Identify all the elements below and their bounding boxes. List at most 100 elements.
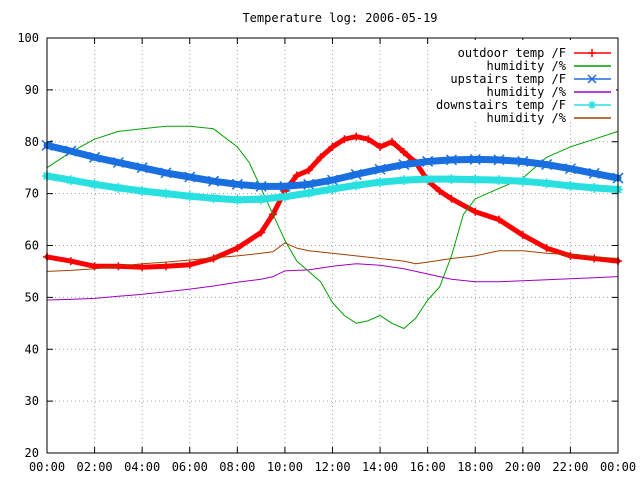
series-point xyxy=(279,180,291,192)
series-point xyxy=(184,171,196,183)
series-point xyxy=(328,142,337,151)
series-point xyxy=(588,49,596,57)
series-point xyxy=(89,151,101,163)
marker-stroke xyxy=(90,180,99,189)
marker-stroke xyxy=(328,184,337,193)
y-tick-label: 90 xyxy=(25,83,39,97)
series-point xyxy=(231,178,243,190)
series-point xyxy=(185,260,194,269)
series-point xyxy=(470,174,481,185)
series-point xyxy=(113,182,124,193)
x-tick-label: 02:00 xyxy=(77,460,113,474)
marker-stroke xyxy=(398,159,410,171)
y-tick-label: 70 xyxy=(25,187,39,201)
series-point xyxy=(352,132,361,141)
series-point xyxy=(257,228,266,237)
legend-label: outdoor temp /F xyxy=(458,46,566,60)
legend-label: upstairs temp /F xyxy=(450,72,566,86)
marker-stroke xyxy=(233,195,242,204)
x-tick-label: 20:00 xyxy=(505,460,541,474)
legend-label: humidity /% xyxy=(487,111,567,125)
marker-stroke xyxy=(66,176,75,185)
series-line xyxy=(46,242,619,272)
marker-stroke xyxy=(279,180,291,192)
series-point xyxy=(364,135,373,144)
series-point xyxy=(138,263,147,272)
marker-stroke xyxy=(209,194,218,203)
marker-stroke xyxy=(136,162,148,174)
series-point xyxy=(565,180,576,191)
x-tick-label: 04:00 xyxy=(124,460,160,474)
series-point xyxy=(517,176,528,187)
marker-stroke xyxy=(469,153,481,165)
marker-stroke xyxy=(350,168,362,180)
legend: outdoor temp /F humidity /% upstairs temp … xyxy=(435,40,616,125)
series-point xyxy=(493,154,505,166)
series-point xyxy=(327,183,338,194)
marker-stroke xyxy=(161,189,170,198)
series-point xyxy=(326,174,339,186)
marker-stroke xyxy=(304,189,313,198)
series-point xyxy=(112,156,124,169)
series-point xyxy=(66,257,75,266)
marker-stroke xyxy=(564,163,576,175)
marker-stroke xyxy=(112,156,124,169)
series-point xyxy=(136,162,148,174)
y-tick-label: 30 xyxy=(25,394,39,408)
marker-stroke xyxy=(376,178,385,187)
series-point xyxy=(65,145,77,157)
series-point xyxy=(422,155,434,167)
series-line xyxy=(46,125,619,329)
series-point xyxy=(541,178,552,189)
marker-stroke xyxy=(231,178,243,190)
y-tick-label: 20 xyxy=(25,446,39,460)
series-point xyxy=(350,168,362,180)
marker-stroke xyxy=(590,183,599,192)
x-tick-label: 12:00 xyxy=(314,460,350,474)
marker-stroke xyxy=(588,167,600,179)
series-point xyxy=(374,163,386,175)
series-point xyxy=(161,262,170,271)
series-point xyxy=(398,175,409,186)
chart-title: Temperature log: 2006-05-19 xyxy=(242,11,437,25)
series-point xyxy=(446,174,457,185)
series-point xyxy=(495,215,504,224)
series-3 xyxy=(41,139,624,192)
series-point xyxy=(316,153,325,162)
series-point xyxy=(340,135,349,144)
marker-stroke xyxy=(493,154,505,166)
marker-stroke xyxy=(471,175,480,184)
marker-stroke xyxy=(423,175,432,184)
axis-ticks: 20 30 40 50 60 70 80 90 100 00:00 02:00 04:00 06:00 0… xyxy=(17,31,636,474)
marker-stroke xyxy=(588,101,596,109)
series-line xyxy=(44,134,621,270)
marker-stroke xyxy=(65,145,77,157)
marker-stroke xyxy=(184,171,196,183)
marker-stroke xyxy=(495,176,504,185)
marker-stroke xyxy=(542,179,551,188)
series-point xyxy=(398,159,410,171)
series-point xyxy=(471,207,480,216)
series-point xyxy=(564,163,576,175)
series-point xyxy=(232,194,243,205)
series-point xyxy=(387,137,396,146)
marker-stroke xyxy=(89,151,101,163)
x-tick-label: 16:00 xyxy=(410,460,446,474)
series-6 xyxy=(46,242,619,272)
series-point xyxy=(233,244,242,253)
x-tick-label: 00:00 xyxy=(600,460,636,474)
marker-stroke xyxy=(326,174,339,186)
marker-stroke xyxy=(517,155,529,167)
marker-stroke xyxy=(566,181,575,190)
marker-stroke xyxy=(114,183,123,192)
series-point xyxy=(160,167,172,179)
y-tick-label: 80 xyxy=(25,135,39,149)
marker-stroke xyxy=(208,175,220,187)
x-tick-label: 18:00 xyxy=(457,460,493,474)
series-point xyxy=(351,180,362,191)
series-point xyxy=(541,159,553,171)
series-point xyxy=(588,167,600,179)
x-tick-label: 14:00 xyxy=(362,460,398,474)
series-point xyxy=(160,188,171,199)
